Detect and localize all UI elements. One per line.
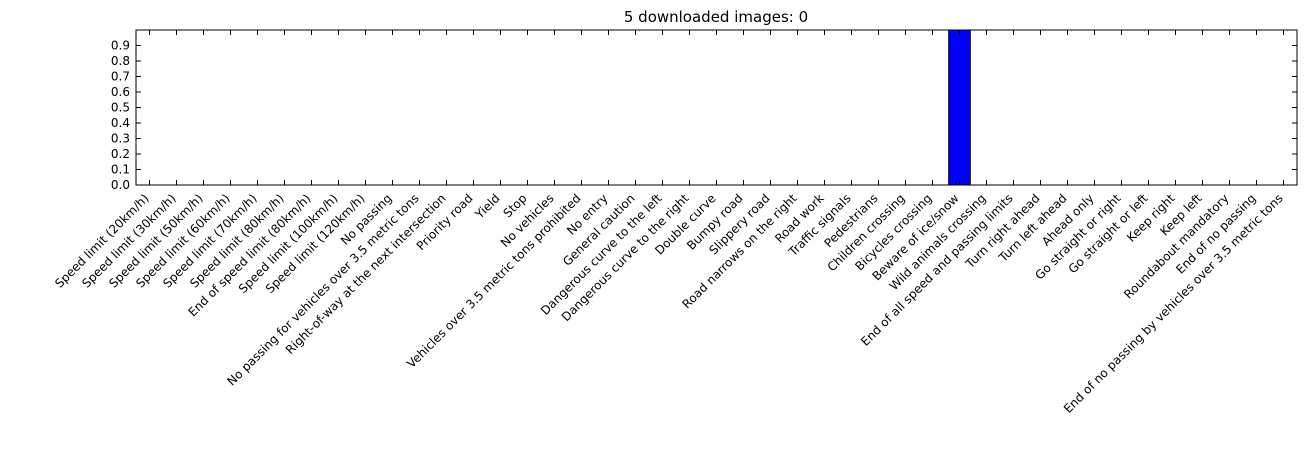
x-axis: Speed limit (20km/h)Speed limit (30km/h)… [52, 30, 1286, 416]
y-axis: 0.00.1 0.20.3 0.40.5 0.60.7 0.80.9 [111, 39, 1297, 192]
y-tick-label: 0.0 [111, 178, 130, 192]
y-tick-label: 0.5 [111, 101, 130, 115]
x-tick-label: Yield [472, 191, 503, 222]
y-tick-label: 0.6 [111, 85, 130, 99]
y-tick-label: 0.2 [111, 147, 130, 161]
chart-title: 5 downloaded images: 0 [624, 8, 808, 26]
bar-30 [948, 29, 971, 186]
y-tick-label: 0.1 [111, 163, 130, 177]
plot-frame [135, 29, 1298, 186]
y-tick-label: 0.8 [111, 54, 130, 68]
y-tick-label: 0.9 [111, 39, 130, 53]
y-tick-label: 0.4 [111, 116, 130, 130]
y-tick-label: 0.7 [111, 70, 130, 84]
bars-group [948, 29, 971, 186]
y-tick-label: 0.3 [111, 132, 130, 146]
